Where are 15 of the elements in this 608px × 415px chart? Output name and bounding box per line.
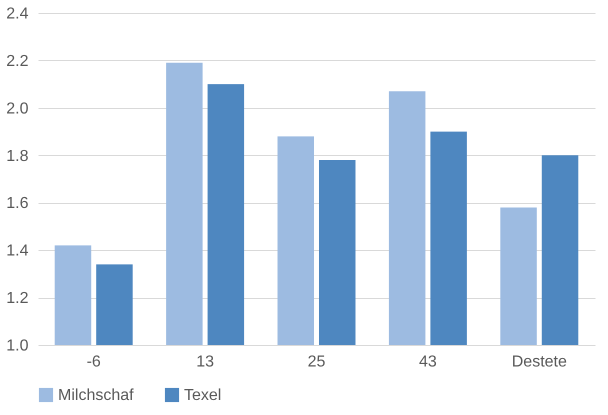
legend-label: Milchschaf: [58, 387, 134, 404]
x-tick-label: 25: [308, 354, 326, 370]
y-tick-label: 1.2: [6, 290, 29, 308]
y-tick-label: 1.8: [6, 148, 29, 165]
x-tick-label: 13: [196, 354, 214, 370]
y-tick-label: 2.0: [6, 100, 29, 118]
y-tick-label: 1.4: [6, 242, 29, 260]
x-tick-label: Destete: [512, 354, 567, 370]
y-tick-label: 1.6: [6, 195, 29, 212]
y-tick-label: 2.2: [6, 52, 29, 70]
y-tick-label: 2.4: [6, 6, 29, 22]
legend-label: Texel: [184, 387, 222, 404]
x-tick-label: 43: [419, 354, 437, 370]
x-tick-label: -6: [86, 354, 101, 370]
y-tick-label: 1.0: [6, 338, 29, 354]
